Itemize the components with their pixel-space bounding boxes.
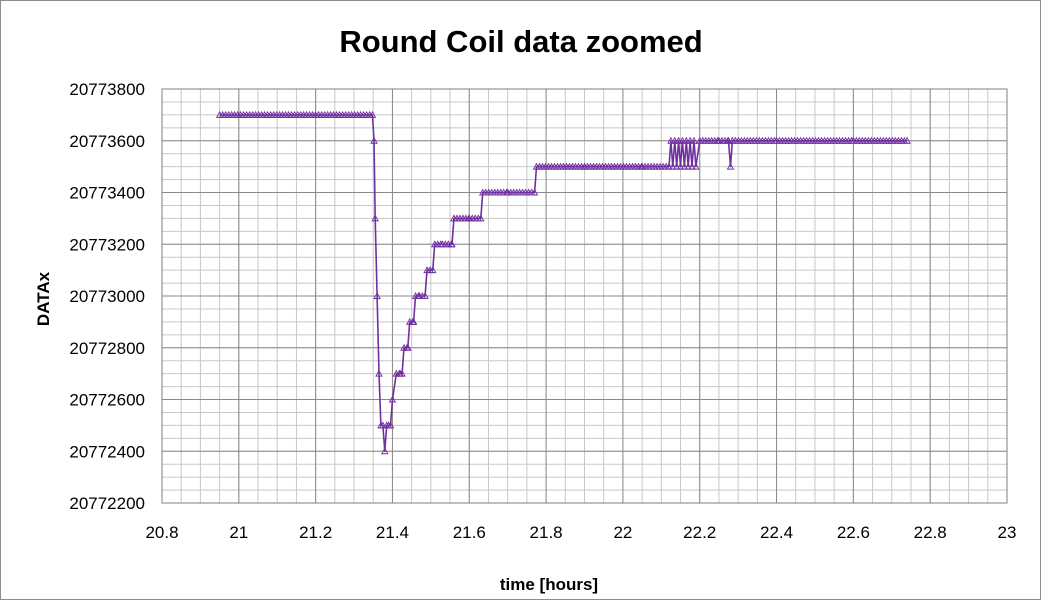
x-tick-label: 23: [998, 523, 1017, 542]
data-point: [373, 292, 381, 299]
y-tick-label: 20773400: [69, 184, 145, 203]
y-tick-label: 20773000: [69, 287, 145, 306]
data-markers: [215, 110, 911, 455]
data-point: [900, 136, 909, 144]
y-tick-label: 20772800: [69, 339, 145, 358]
data-point: [371, 214, 379, 222]
data-point: [674, 136, 683, 144]
data-point: [395, 369, 404, 377]
data-point: [388, 395, 397, 403]
data-point: [682, 136, 691, 144]
y-tick-label: 20772200: [69, 494, 145, 513]
data-point: [502, 188, 511, 196]
data-point: [672, 162, 681, 170]
data-point: [713, 136, 722, 144]
data-point: [370, 136, 378, 144]
y-axis-label: DATAx: [34, 271, 53, 326]
y-tick-label: 20773600: [69, 132, 145, 151]
data-point: [692, 162, 700, 170]
y-tick-label: 20772600: [69, 391, 145, 410]
data-point: [381, 447, 389, 455]
data-point: [375, 369, 383, 377]
x-tick-label: 21.2: [299, 523, 332, 542]
data-point: [408, 317, 417, 325]
data-point: [365, 110, 374, 118]
x-tick-label: 22.2: [683, 523, 716, 542]
data-point: [726, 162, 735, 170]
data-point: [667, 136, 675, 144]
x-tick-label: 20.8: [145, 523, 178, 542]
data-point: [676, 162, 685, 170]
data-point: [418, 292, 427, 299]
x-tick-label: 21.4: [376, 523, 409, 542]
data-point: [724, 136, 732, 144]
x-tick-label: 22: [613, 523, 632, 542]
x-tick-label: 22.4: [760, 523, 793, 542]
data-point: [690, 136, 698, 144]
data-point: [847, 136, 856, 144]
y-axis-ticks: 20772200 20772400 20772600 20772800 20773000…: [69, 80, 145, 513]
grid: [161, 88, 1008, 504]
x-tick-label: 22.6: [837, 523, 870, 542]
data-point: [680, 162, 689, 170]
data-point: [527, 188, 536, 196]
data-point: [684, 162, 692, 170]
data-point: [426, 266, 434, 274]
x-tick-label: 22.8: [914, 523, 947, 542]
x-axis-label: time [hours]: [500, 575, 598, 594]
plot-area: [161, 88, 1008, 504]
y-tick-label: 20773200: [69, 235, 145, 254]
data-point: [688, 162, 696, 170]
data-point: [403, 343, 411, 351]
data-point: [669, 162, 677, 170]
data-point: [447, 240, 456, 248]
data-point: [379, 421, 387, 429]
y-tick-label: 20772400: [69, 442, 145, 461]
data-point: [686, 136, 694, 144]
data-point: [770, 136, 779, 144]
data-point: [671, 136, 679, 144]
x-tick-label: 21: [229, 523, 248, 542]
chart-title: Round Coil data zoomed: [339, 24, 702, 59]
data-point: [637, 162, 646, 170]
x-tick-label: 21.8: [530, 523, 563, 542]
data-point: [678, 136, 687, 144]
data-point: [474, 214, 483, 222]
data-point: [386, 421, 395, 429]
x-axis-ticks: 20.8 21 21.2 21.4 21.6 21.8 22 22.2 22.4 22.6 22.8…: [145, 523, 1016, 542]
data-point: [436, 240, 445, 248]
y-tick-label: 20773800: [69, 80, 145, 99]
plot-border: [161, 88, 1008, 504]
data-point: [662, 162, 670, 170]
data-point: [414, 292, 423, 299]
x-tick-label: 21.6: [453, 523, 486, 542]
